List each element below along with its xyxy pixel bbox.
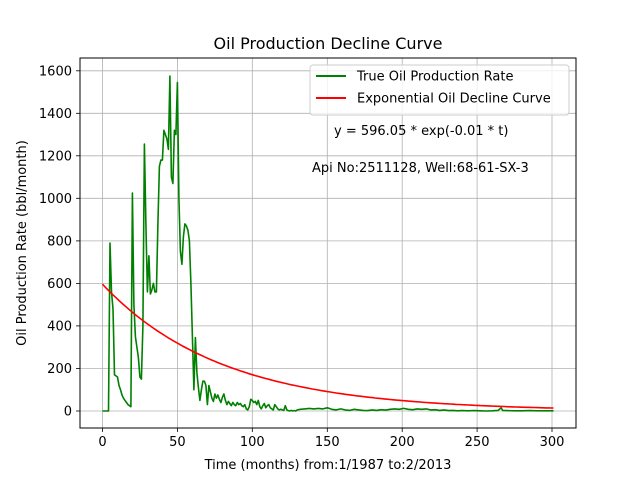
y-tick-label: 600 xyxy=(47,277,72,292)
y-tick-label: 1200 xyxy=(39,149,72,164)
x-tick-label: 200 xyxy=(390,435,415,450)
x-axis-label: Time (months) from:1/1987 to:2/2013 xyxy=(204,458,452,473)
legend-label-fit: Exponential Oil Decline Curve xyxy=(357,92,551,107)
legend-box xyxy=(309,64,570,116)
legend-label-true: True Oil Production Rate xyxy=(356,70,513,85)
chart-title: Oil Production Decline Curve xyxy=(214,34,443,53)
y-axis-label: Oil Production Rate (bbl/month) xyxy=(15,140,30,346)
equation-annotation: y = 596.05 * exp(-0.01 * t) xyxy=(334,124,508,139)
well-annotation: Api No:2511128, Well:68-61-SX-3 xyxy=(312,161,529,176)
x-tick-label: 100 xyxy=(240,435,265,450)
y-tick-label: 1400 xyxy=(39,107,72,122)
exponential-decline-line xyxy=(101,283,554,409)
axes-frame xyxy=(79,57,577,429)
y-tick-label: 0 xyxy=(64,405,72,420)
y-tick-label: 1000 xyxy=(39,192,72,207)
x-tick-label: 300 xyxy=(540,435,565,450)
y-tick-label: 1600 xyxy=(39,64,72,79)
x-tick-label: 50 xyxy=(169,435,186,450)
x-tick-label: 250 xyxy=(465,435,490,450)
x-tick-label: 150 xyxy=(315,435,340,450)
y-tick-label: 200 xyxy=(47,362,72,377)
x-tick-label: 0 xyxy=(98,435,106,450)
axis-ticks: 0 50 100 150 200 250 300 0 200 400 600 800 1000 1200 1… xyxy=(39,64,565,450)
true-production-line xyxy=(102,75,554,412)
y-tick-label: 400 xyxy=(47,319,72,334)
y-tick-label: 800 xyxy=(47,234,72,249)
plot-series xyxy=(101,75,554,412)
legend: True Oil Production Rate Exponential Oil… xyxy=(309,64,570,116)
